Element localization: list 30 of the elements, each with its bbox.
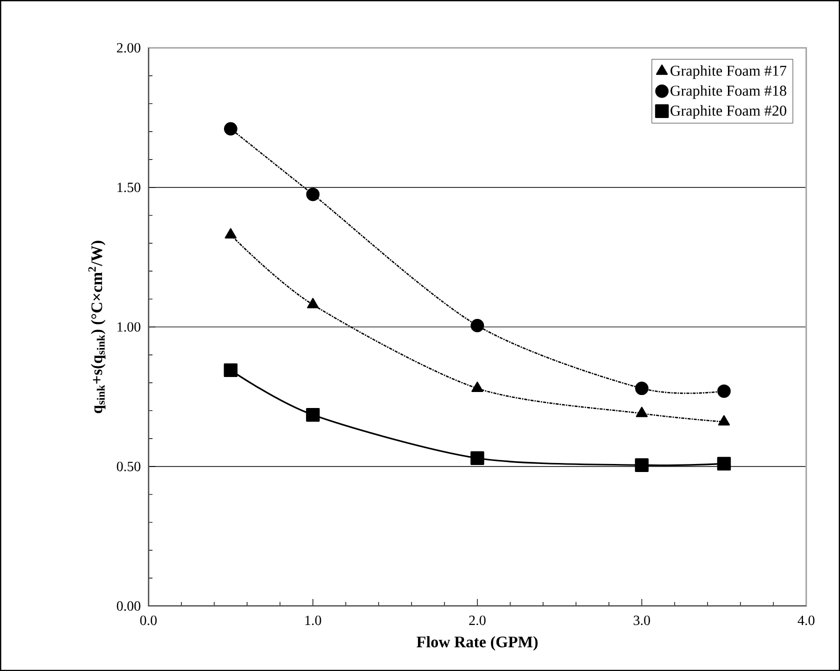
point xyxy=(718,415,730,426)
y-tick-label: 2.00 xyxy=(116,43,140,53)
point xyxy=(636,406,648,418)
point xyxy=(471,382,484,392)
x-tick-label: 1.0 xyxy=(305,616,322,626)
point xyxy=(634,458,649,472)
y-tick-label: 1.50 xyxy=(118,182,140,192)
y-tick-label: 1.00 xyxy=(118,322,140,332)
x-tick-label: 2.0 xyxy=(469,616,486,626)
point xyxy=(306,408,320,422)
point xyxy=(224,228,237,239)
x-tick-label: 0.0 xyxy=(140,616,157,626)
point xyxy=(717,456,731,471)
legend-label: Graphite Foam #18 xyxy=(670,85,786,99)
x-tick-label: 4.0 xyxy=(798,616,814,626)
legend-label: Graphite Foam #20 xyxy=(670,105,786,119)
x-axis-title: Flow Rate (GPM) xyxy=(416,636,538,651)
point xyxy=(307,298,319,308)
legend-label: Graphite Foam #17 xyxy=(670,65,786,79)
point xyxy=(635,382,648,396)
y-tick-label: 0.50 xyxy=(116,462,140,472)
point xyxy=(306,188,320,202)
point xyxy=(224,122,238,136)
y-tick-label: 0.00 xyxy=(116,601,140,611)
point xyxy=(717,384,731,398)
point xyxy=(470,318,484,332)
point xyxy=(470,451,484,465)
point xyxy=(224,363,238,378)
x-tick-label: 3.0 xyxy=(634,616,650,626)
y-axis-title: q$_{sink}$+s(q$_{sink}$) (°C×cm$^{2}$/W) xyxy=(88,240,106,414)
